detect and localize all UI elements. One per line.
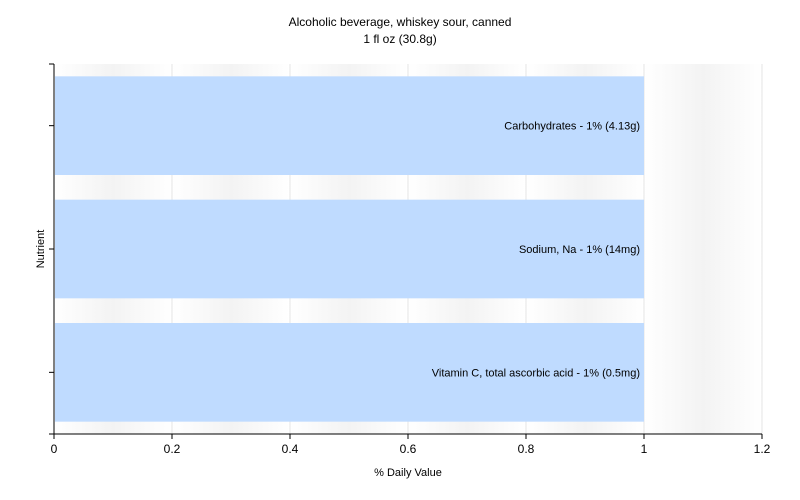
- chart-subtitle: 1 fl oz (30.8g): [363, 32, 437, 46]
- chart-title: Alcoholic beverage, whiskey sour, canned: [288, 15, 512, 29]
- bar-label: Vitamin C, total ascorbic acid - 1% (0.5…: [432, 367, 640, 379]
- bar-label: Sodium, Na - 1% (14mg): [519, 244, 640, 256]
- x-tick-label: 0.6: [400, 442, 417, 456]
- bar: [55, 199, 644, 299]
- x-axis-title: % Daily Value: [374, 467, 442, 479]
- x-tick-label: 0: [51, 442, 58, 456]
- x-tick-label: 1.2: [754, 442, 771, 456]
- x-tick-label: 0.2: [164, 442, 181, 456]
- y-axis-title: Nutrient: [35, 230, 47, 269]
- bar-label: Carbohydrates - 1% (4.13g): [504, 121, 640, 133]
- plot-band: [644, 64, 762, 434]
- x-tick-label: 0.8: [518, 442, 535, 456]
- bar: [55, 76, 644, 175]
- x-tick-label: 1: [641, 442, 648, 456]
- bar: [55, 323, 644, 422]
- x-tick-label: 0.4: [282, 442, 299, 456]
